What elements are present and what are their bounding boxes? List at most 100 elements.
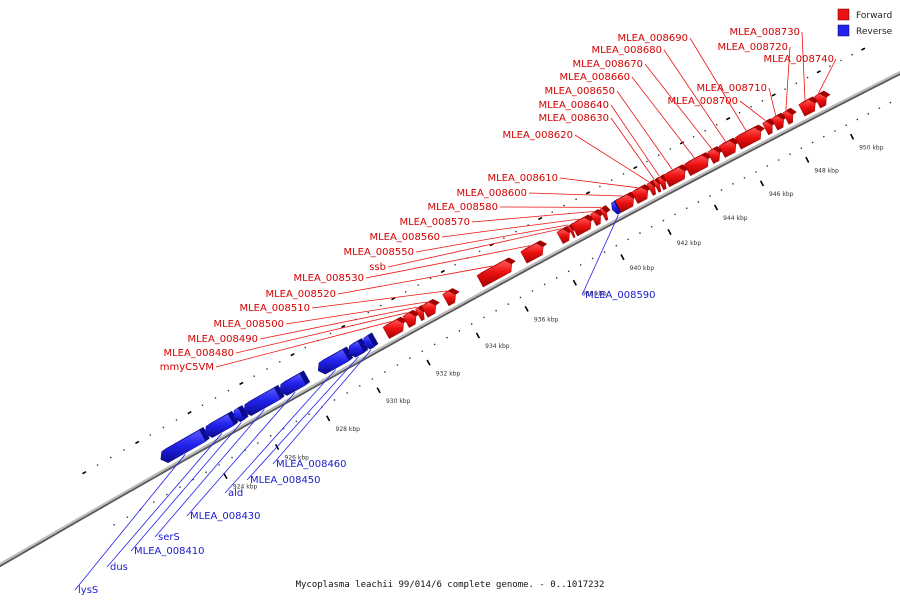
kbp-tick-mark [325,415,331,422]
label-MLEA_008690[interactable]: MLEA_008690 [617,33,688,44]
kbp-tick-label: 934 kbp [485,343,510,350]
gene-bar [782,110,793,125]
inner-tick-dot [507,303,510,305]
gene-MLEA_008600[interactable] [614,191,638,213]
gene-MLEA_008680[interactable] [718,137,740,158]
gene-bar [734,127,762,150]
gene-MLEA_008720[interactable] [782,107,797,125]
label-MLEA_008650[interactable]: MLEA_008650 [544,86,615,97]
inner-tick-dot [685,207,688,210]
label-MLEA_008710[interactable]: MLEA_008710 [696,83,767,94]
label-dus[interactable]: dus [110,562,128,573]
label-MLEA_008670[interactable]: MLEA_008670 [572,59,643,70]
gene-bar [402,312,417,328]
inner-tick-dot [218,464,220,466]
label-MLEA_008510[interactable]: MLEA_008510 [239,303,310,314]
gene-bar-depth [520,240,548,252]
label-MLEA_008430[interactable]: MLEA_008430 [190,511,261,522]
inner-tick-dot [709,195,711,197]
label-MLEA_008640[interactable]: MLEA_008640 [538,100,609,111]
label-MLEA_008700[interactable]: MLEA_008700 [667,96,738,107]
gene-ald[interactable] [317,346,354,375]
gene-mmyC5VM[interactable] [382,316,408,339]
outer-tick-dot [404,291,407,293]
gene-MLEA_008460[interactable] [363,332,379,350]
gene-MLEA_008580[interactable] [599,205,611,221]
gene-MLEA_008700[interactable] [762,118,777,136]
outer-tick-mark [861,47,866,51]
label-MLEA_008590[interactable]: MLEA_008590 [585,290,656,301]
label-lysS[interactable]: lysS [78,585,98,596]
label-MLEA_008620[interactable]: MLEA_008620 [502,130,573,141]
gene-MLEA_008520[interactable] [476,257,516,288]
gene-bar [442,290,456,307]
gene-MLEA_008670[interactable] [707,146,724,164]
gene-bar-depth [615,191,638,201]
gene-MLEA_008500[interactable] [421,298,440,318]
inner-tick-dot [396,364,399,366]
gene-MLEA_008610[interactable] [631,184,652,204]
label-MLEA_008520[interactable]: MLEA_008520 [265,289,336,300]
outer-tick-mark [239,381,244,386]
inner-tick-dot [555,277,558,279]
inner-tick-dot [458,330,461,332]
gene-MLEA_008480[interactable] [402,309,421,328]
label-MLEA_008500[interactable]: MLEA_008500 [213,319,284,330]
inner-tick-dot [495,309,497,312]
label-MLEA_008600[interactable]: MLEA_008600 [456,188,527,199]
label-MLEA_008730[interactable]: MLEA_008730 [729,27,800,38]
outer-tick-mark [290,352,295,357]
label-MLEA_008490[interactable]: MLEA_008490 [187,334,258,345]
outer-tick-mark [538,216,543,221]
outer-tick-dot [704,129,706,132]
outer-tick-dot [503,237,505,239]
label-MLEA_008720[interactable]: MLEA_008720 [717,42,788,53]
kbp-tick-label: 940 kbp [630,265,655,272]
label-serS[interactable]: serS [158,532,180,543]
gene-MLEA_008530[interactable] [520,240,548,264]
label-MLEA_008560[interactable]: MLEA_008560 [369,232,440,243]
inner-tick-dot [205,471,207,474]
gene-MLEA_008560[interactable] [570,214,596,237]
leader-MLEA_008490 [259,306,418,340]
outer-tick-dot [795,82,798,85]
leader-MLEA_008690 [689,37,747,131]
gene-serS[interactable] [243,384,285,416]
label-MLEA_008610[interactable]: MLEA_008610 [487,173,558,184]
label-MLEA_008630[interactable]: MLEA_008630 [538,113,609,124]
label-MLEA_008460[interactable]: MLEA_008460 [276,459,347,470]
gene-MLEA_008410[interactable] [233,405,249,423]
gene-dus[interactable] [204,410,239,438]
gene-bar [646,182,656,196]
label-MLEA_008410[interactable]: MLEA_008410 [134,546,205,557]
inner-tick-dot [295,420,298,423]
gene-lysS[interactable] [160,427,210,464]
gene-MLEA_008660[interactable] [684,152,713,177]
gene-bar-depth [318,346,354,363]
outer-tick-dot [429,277,432,280]
gene-MLEA_008690[interactable] [734,124,765,150]
label-MLEA_008480[interactable]: MLEA_008480 [163,348,234,359]
outer-tick-mark [771,93,776,97]
label-MLEA_008570[interactable]: MLEA_008570 [399,217,470,228]
label-MLEA_008530[interactable]: MLEA_008530 [293,273,364,284]
label-MLEA_008680[interactable]: MLEA_008680 [591,45,662,56]
label-MLEA_008450[interactable]: MLEA_008450 [250,475,321,486]
gene-MLEA_008650[interactable] [663,164,690,188]
outer-tick-dot [304,346,307,349]
leader-ssb [387,228,562,268]
gene-MLEA_008430[interactable] [279,370,311,396]
gene-MLEA_008730[interactable] [798,96,820,117]
gene-bar-depth [363,332,379,347]
gene-bar [599,207,609,221]
label-MLEA_008740[interactable]: MLEA_008740 [763,54,834,65]
label-ald[interactable]: ald [228,488,243,499]
gene-MLEA_008740[interactable] [814,90,831,109]
label-MLEA_008660[interactable]: MLEA_008660 [559,72,630,83]
label-MLEA_008580[interactable]: MLEA_008580 [427,202,498,213]
gene-MLEA_008510[interactable] [442,288,460,307]
label-ssb[interactable]: ssb [369,262,386,273]
label-mmyC5VM[interactable]: mmyC5VM [160,362,214,373]
label-MLEA_008550[interactable]: MLEA_008550 [343,247,414,258]
gene-bar [348,340,365,358]
